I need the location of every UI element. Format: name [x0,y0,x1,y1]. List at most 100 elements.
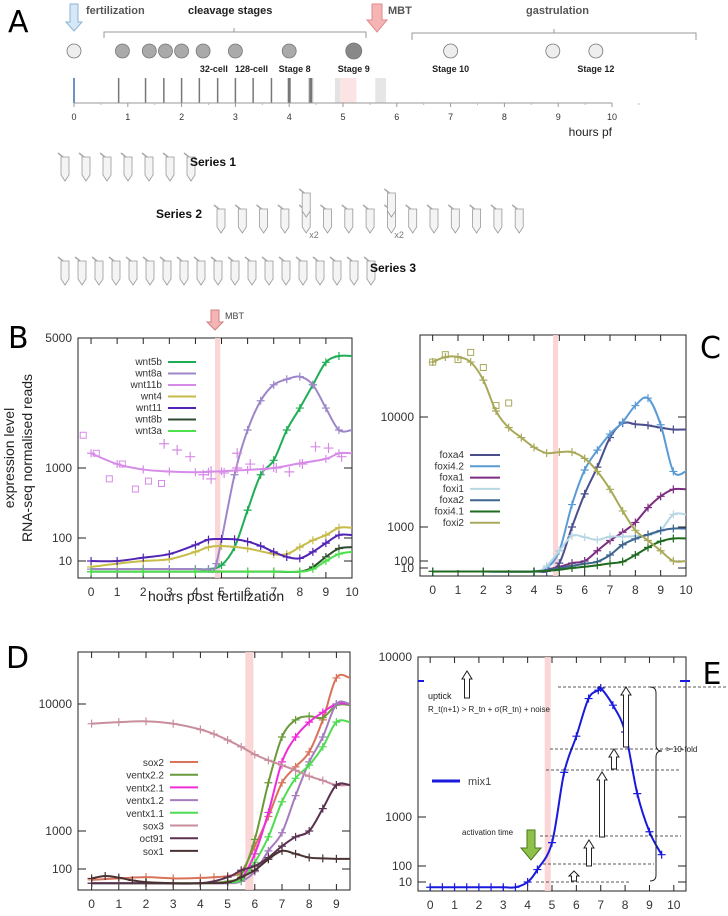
fold-change-label: > 10-fold [666,745,697,754]
data-point-wnt11 [321,539,330,548]
sample-tube-icon [108,256,121,286]
tube-lid [346,256,353,262]
tube-lid [162,152,169,158]
tube-lid [278,256,285,262]
sample-tube-icon [405,204,418,234]
data-point-foxa2 [618,540,627,549]
tube-body [145,260,155,286]
x-tick-label: 2 [140,585,147,599]
timeline-band [375,78,387,103]
tube-body [60,156,70,182]
data-point-wnt8a [282,375,291,384]
y-tick-label: 10 [59,554,73,568]
tube-lid [341,204,348,210]
tube-lid [234,204,241,210]
data-point-wnt5b [282,426,291,435]
tube-body [514,208,524,234]
tube-lid [108,256,115,262]
tube-lid [99,152,106,158]
x-tick-label: 9 [646,898,653,912]
sample-tube-icon [183,152,196,182]
cleavage-bracket [103,28,367,38]
data-point-wnt5b [256,470,265,479]
sample-tube-icon [74,256,87,286]
data-point-wnt11b [191,468,200,477]
x-tick-label: 0 [88,585,95,599]
data-point-foxi4.2 [656,420,665,429]
data-point-sox1 [264,855,273,864]
y-tick-label: 1000 [45,461,72,475]
y-axis-label-line1: expression level [1,408,17,508]
fertilization-arrow-icon [64,3,84,32]
data-point-mix1 [657,850,666,859]
x-tick-label: 10 [345,585,359,599]
data-point-foxi1 [618,532,627,541]
x-tick-label: 5 [556,583,563,597]
data-point-ventx2.1 [250,849,259,858]
stage-label: 32-cell [200,64,228,74]
data-point-sox1 [305,853,314,862]
x-tick-label: 3 [166,585,173,599]
data-point-foxi2 [504,423,513,432]
data-point-foxa4 [644,421,652,430]
sample-tube-icon [469,204,482,234]
tube-body [94,260,104,286]
x-tick-label: 0 [429,583,436,597]
data-point-wnt11b [139,465,148,474]
data-point-sox3 [318,776,327,785]
data-point-wnt11 [308,547,317,556]
data-point-sox3 [278,761,286,770]
panel-letter-d: D [6,641,29,676]
data-point-foxa4 [568,523,576,531]
uptick-arrow-icon [567,870,581,882]
x-tick-label: 0 [88,897,95,911]
y-tick-label: 100 [394,554,414,568]
data-point-foxi2 [656,546,665,555]
panel-letter-b: B [8,321,29,356]
legend-label: foxi4.1 [435,507,465,518]
data-point-wnt4 [334,523,343,532]
data-point-wnt11b [232,448,243,459]
data-point-foxi1 [555,546,564,555]
tube-body [408,208,418,234]
data-point-foxi2 [644,536,652,545]
tube-lid [91,256,98,262]
data-point-sox3 [169,719,178,728]
tube-lid [447,204,454,210]
data-point-wnt8a [295,372,304,381]
plot-area [87,673,350,888]
x-tick-label: 8 [622,898,629,912]
timeline-axis-tick-label: 5 [340,112,345,122]
data-point-sox3 [196,725,205,734]
legend-label: wnt11 [135,403,162,414]
data-point-mix1 [438,883,447,891]
sample-tube-icon [346,256,359,286]
data-point-sox1 [278,846,286,855]
data-point-sox3 [210,730,218,739]
timeline-axis-tick-label: 8 [502,112,507,122]
data-point-foxi4.2 [606,430,614,439]
tube-body [81,156,91,182]
data-point-wnt4 [321,531,330,540]
timeline-axis-tick-label: 9 [556,112,561,122]
x-tick-label: 7 [597,898,604,912]
tube-body [123,156,133,182]
data-point-foxi1 [542,561,551,570]
data-point-wnt8a [334,426,343,435]
data-point-wnt4 [295,543,304,552]
data-point-wnt11 [230,535,239,544]
sample-tube-icon [162,152,175,182]
x-tick-label: 10 [667,898,681,912]
uptick-label: uptick [428,691,452,701]
data-point-mix1 [474,883,483,891]
data-point-wnt8a [321,404,330,413]
data-point-foxi1 [669,510,678,519]
legend-label: sox3 [143,822,165,833]
data-point-foxi4.2 [618,418,627,427]
timeline-axis-tick-label: 10 [607,112,617,122]
stage-label: 128-cell [235,64,268,74]
uptick-legend-arrow-icon [461,670,473,699]
sample-tube-icon [295,256,308,286]
tube-lid [244,256,251,262]
